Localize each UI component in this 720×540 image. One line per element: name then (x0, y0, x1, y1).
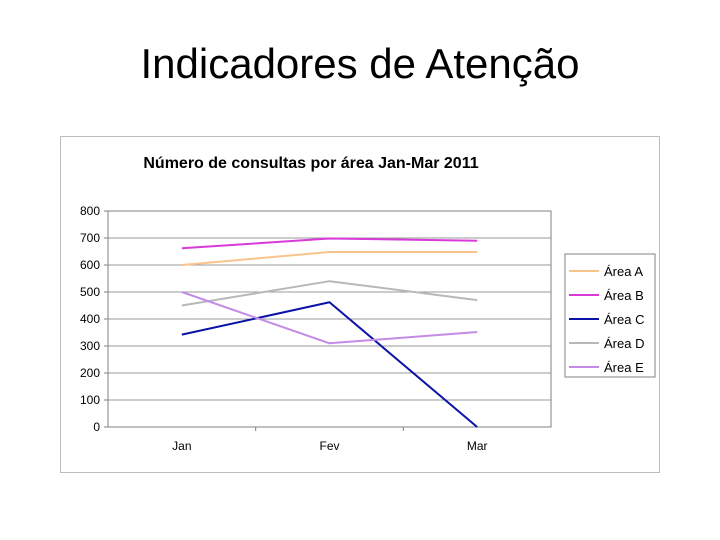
line-chart: Número de consultas por área Jan-Mar 201… (80, 155, 656, 453)
series-line (181, 280, 478, 307)
legend-label: Área B (604, 288, 644, 303)
x-tick-label: Mar (467, 439, 488, 453)
legend-label: Área D (604, 336, 644, 351)
y-tick-label: 600 (80, 258, 100, 272)
y-tick-label: 200 (80, 366, 100, 380)
y-tick-label: 800 (80, 204, 100, 218)
series-line (181, 301, 478, 428)
series-line (181, 237, 478, 250)
x-tick-label: Fev (319, 439, 339, 453)
legend-label: Área E (604, 360, 644, 375)
y-tick-label: 300 (80, 339, 100, 353)
legend-label: Área C (604, 312, 644, 327)
y-tick-label: 0 (93, 420, 100, 434)
legend-box (564, 253, 656, 378)
y-tick-label: 500 (80, 285, 100, 299)
x-tick-label: Jan (172, 439, 191, 453)
chart-frame: Número de consultas por área Jan-Mar 201… (60, 136, 660, 473)
series-line (181, 291, 478, 345)
y-tick-label: 400 (80, 312, 100, 326)
slide-title: Indicadores de Atenção (140, 40, 580, 87)
series-line (181, 251, 478, 266)
y-tick-label: 700 (80, 231, 100, 245)
legend-label: Área A (604, 264, 643, 279)
y-tick-label: 100 (80, 393, 100, 407)
chart-title: Número de consultas por área Jan-Mar 201… (143, 155, 478, 172)
